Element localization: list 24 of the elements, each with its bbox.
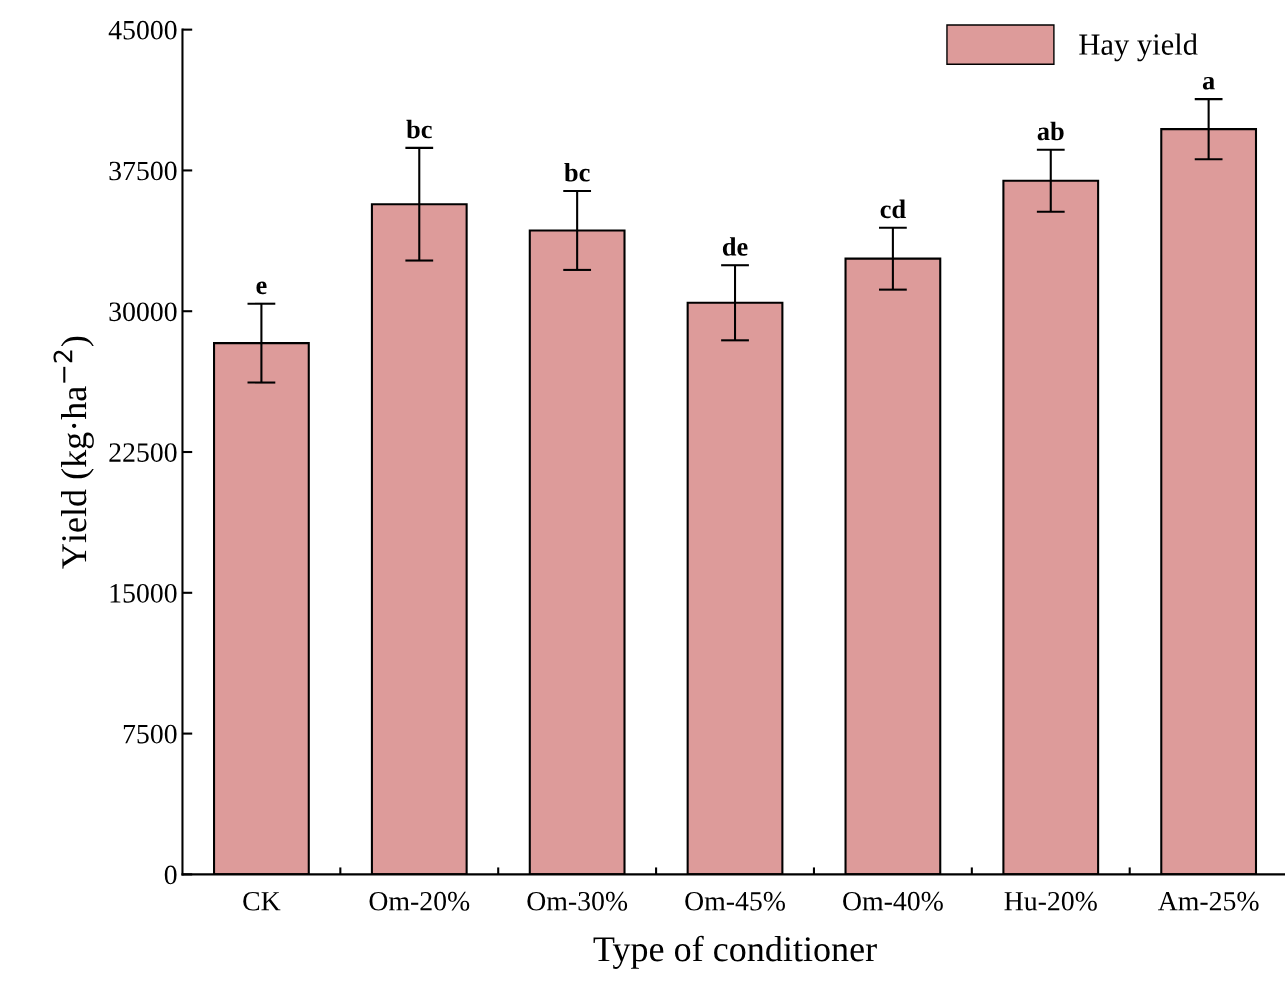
x-tick-label: Am-25% [1157,891,1259,911]
x-tick-label: Om-30% [527,891,628,911]
y-tick-label: 37500 [109,161,177,181]
y-tick-label: 15000 [110,583,177,603]
legend-label: Hay yield [1079,33,1198,62]
annotation: a [1202,76,1215,90]
y-tick-label: 0 [164,865,177,885]
x-axis-title: Type of conditioner [593,935,877,969]
y-axis-title: Yield (kg·ha$^{−2}$) [53,336,94,569]
annotation: bc [406,119,432,139]
y-tick-label: 22500 [109,443,177,462]
x-tick-label: Hu-20% [1004,891,1097,911]
annotation: cd [880,199,906,219]
y-tick-label: 45000 [108,20,177,40]
x-tick-label: Om-45% [685,891,785,911]
annotation: ab [1037,121,1064,141]
annotation: de [722,237,748,256]
y-tick-label: 30000 [109,302,177,322]
y-tick-label: 7500 [123,724,177,744]
x-tick-label: Om-40% [843,891,943,911]
x-tick-label: CK [243,891,281,911]
x-tick-label: Om-20% [369,891,470,911]
annotation: e [256,281,267,295]
annotation: bc [564,162,590,182]
